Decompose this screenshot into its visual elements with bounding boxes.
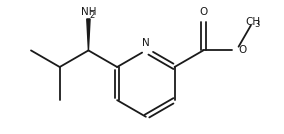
Text: 2: 2: [90, 11, 95, 20]
Polygon shape: [87, 19, 90, 50]
Text: 3: 3: [255, 20, 260, 29]
Text: N: N: [142, 38, 150, 48]
Text: NH: NH: [81, 7, 96, 17]
Text: O: O: [199, 7, 207, 17]
Text: CH: CH: [245, 17, 260, 27]
Text: O: O: [238, 45, 246, 55]
